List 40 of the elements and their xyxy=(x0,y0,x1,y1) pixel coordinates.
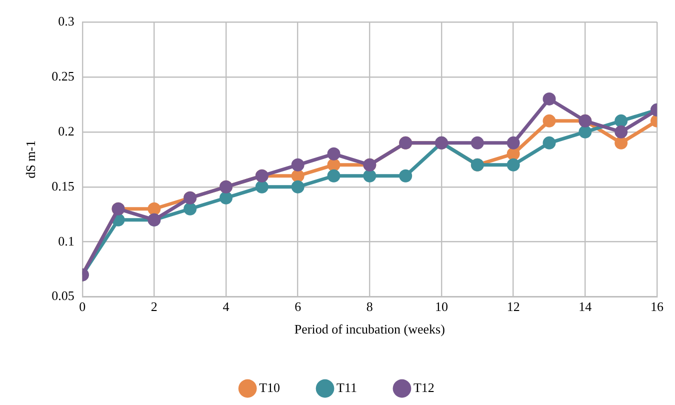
point xyxy=(327,147,340,160)
x-tick-label: 14 xyxy=(578,299,592,314)
point xyxy=(184,202,197,216)
point xyxy=(542,92,556,106)
y-tick-label: 0.05 xyxy=(52,288,74,304)
y-tick-label: 0.2 xyxy=(58,123,74,138)
point xyxy=(148,202,161,216)
x-tick-label: 2 xyxy=(150,299,158,314)
x-tick-label: 16 xyxy=(650,299,664,314)
x-tick-label: 4 xyxy=(222,299,230,314)
x-tick-label: 8 xyxy=(366,299,373,314)
legend-label: T12 xyxy=(413,380,434,395)
point xyxy=(542,114,556,128)
point xyxy=(470,136,484,150)
point xyxy=(506,136,520,150)
x-tick-label: 12 xyxy=(506,299,520,314)
x-tick-label: 6 xyxy=(294,299,302,314)
point xyxy=(327,169,340,182)
point xyxy=(542,136,556,150)
y-tick-label: 0.15 xyxy=(52,178,74,194)
point xyxy=(291,180,304,194)
x-axis-title: Period of incubation (weeks) xyxy=(294,322,445,337)
point xyxy=(506,158,520,172)
point xyxy=(363,169,376,182)
y-tick-label: 0.1 xyxy=(58,233,74,248)
point xyxy=(255,180,268,194)
y-axis-title: dS m-1 xyxy=(23,140,38,178)
point xyxy=(578,125,592,138)
x-tick-label: 0 xyxy=(79,299,86,314)
y-tick-label: 0.3 xyxy=(58,13,74,28)
point xyxy=(399,169,412,182)
point xyxy=(291,158,304,172)
point xyxy=(220,191,233,204)
point xyxy=(614,114,628,128)
y-tick-label: 0.25 xyxy=(52,68,74,84)
x-tick-label: 10 xyxy=(435,299,448,314)
point xyxy=(614,125,628,138)
legend-label: T11 xyxy=(336,380,357,395)
legend-label: T10 xyxy=(259,380,280,395)
point xyxy=(614,136,628,150)
